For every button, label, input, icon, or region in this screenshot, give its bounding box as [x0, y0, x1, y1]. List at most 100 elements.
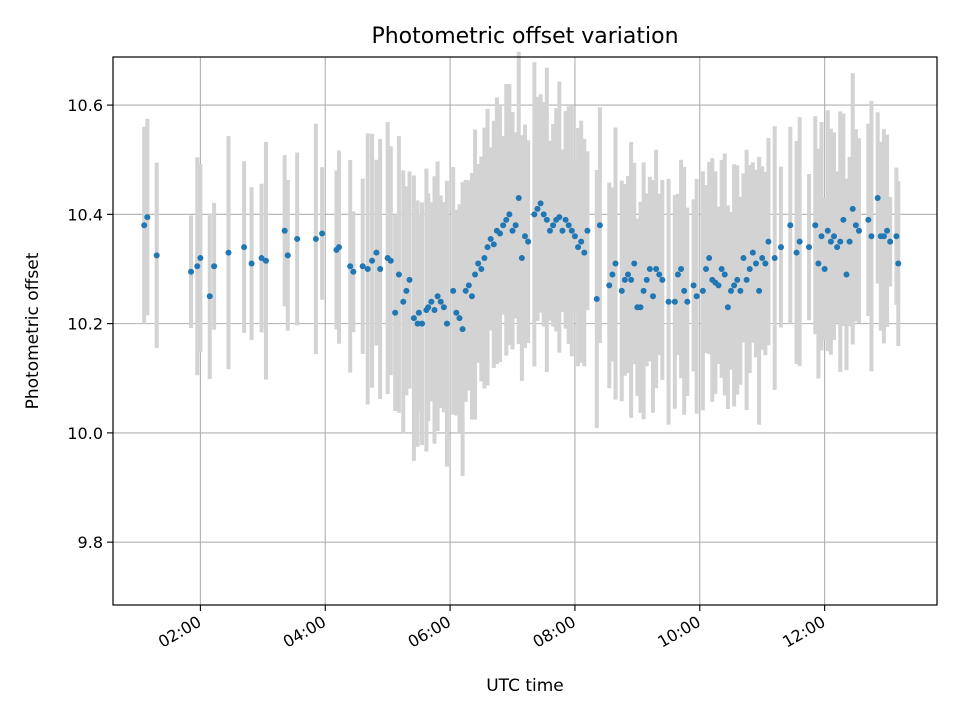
data-point: [565, 222, 572, 229]
data-point: [787, 222, 794, 229]
data-point: [643, 276, 650, 283]
data-point: [631, 260, 638, 267]
data-point: [846, 238, 853, 245]
data-point: [262, 257, 269, 264]
data-point: [840, 216, 847, 223]
data-point: [537, 200, 544, 207]
data-point: [681, 287, 688, 294]
data-point: [369, 257, 376, 264]
data-point: [734, 276, 741, 283]
data-point: [746, 265, 753, 272]
data-point: [531, 211, 538, 218]
data-point: [684, 298, 691, 305]
data-point: [525, 238, 532, 245]
data-point: [509, 227, 516, 234]
data-point: [437, 298, 444, 305]
data-point: [241, 244, 248, 251]
data-point: [153, 252, 160, 259]
data-point: [194, 263, 201, 270]
data-point: [490, 241, 497, 248]
data-point: [718, 265, 725, 272]
data-point: [674, 271, 681, 278]
data-point: [584, 227, 591, 234]
data-point: [428, 298, 435, 305]
y-tick-label: 10.4: [67, 205, 103, 224]
data-point: [653, 265, 660, 272]
data-point: [649, 293, 656, 300]
data-point: [852, 222, 859, 229]
data-point: [487, 235, 494, 242]
data-point: [731, 282, 738, 289]
data-point: [456, 315, 463, 322]
data-point: [749, 249, 756, 256]
data-point: [724, 304, 731, 311]
data-point: [206, 293, 213, 300]
data-point: [843, 271, 850, 278]
y-tick-label: 10.6: [67, 96, 103, 115]
y-tick-label: 10.2: [67, 315, 103, 334]
data-point: [144, 214, 151, 221]
data-point: [771, 255, 778, 262]
data-point: [459, 326, 466, 333]
data-point: [403, 287, 410, 294]
data-point: [406, 276, 413, 283]
data-point: [568, 227, 575, 234]
data-point: [546, 227, 553, 234]
data-point: [628, 276, 635, 283]
data-point: [364, 265, 371, 272]
data-point: [281, 227, 288, 234]
data-point: [699, 287, 706, 294]
data-point: [522, 233, 528, 240]
data-point: [468, 293, 475, 300]
data-point: [475, 260, 482, 267]
data-point: [895, 260, 902, 267]
x-axis-label: UTC time: [486, 676, 564, 696]
data-point: [690, 282, 697, 289]
data-point: [625, 271, 631, 278]
data-point: [665, 298, 672, 305]
data-point: [258, 255, 265, 262]
data-point: [887, 238, 894, 245]
data-point: [880, 233, 887, 240]
data-point: [294, 235, 301, 242]
data-point: [387, 257, 394, 264]
data-point: [893, 233, 900, 240]
data-point: [562, 216, 569, 223]
data-point: [248, 260, 255, 267]
data-point: [693, 293, 700, 300]
data-point: [392, 309, 399, 316]
data-point: [659, 276, 666, 283]
data-point: [284, 252, 291, 259]
data-point: [756, 287, 763, 294]
data-point: [440, 304, 447, 311]
data-point: [443, 320, 450, 327]
data-point: [815, 260, 822, 267]
data-point: [225, 249, 232, 256]
data-point: [512, 222, 519, 229]
data-point: [640, 287, 647, 294]
data-point: [359, 263, 366, 270]
data-point: [434, 293, 441, 300]
data-point: [515, 194, 522, 201]
data-point: [540, 211, 547, 218]
data-point: [812, 222, 819, 229]
data-point: [350, 268, 357, 275]
data-point: [571, 233, 578, 240]
data-point: [472, 271, 479, 278]
data-point: [765, 238, 772, 245]
data-point: [481, 255, 488, 262]
data-point: [506, 211, 513, 218]
data-point: [618, 287, 625, 294]
data-point: [743, 276, 750, 283]
data-point: [312, 235, 319, 242]
data-points: [141, 194, 902, 333]
data-point: [556, 214, 563, 221]
data-point: [453, 309, 460, 316]
data-point: [609, 271, 616, 278]
data-point: [849, 205, 856, 212]
data-point: [606, 282, 613, 289]
data-point: [777, 244, 784, 251]
data-point: [581, 249, 588, 256]
data-point: [319, 230, 326, 237]
data-point: [419, 320, 425, 327]
